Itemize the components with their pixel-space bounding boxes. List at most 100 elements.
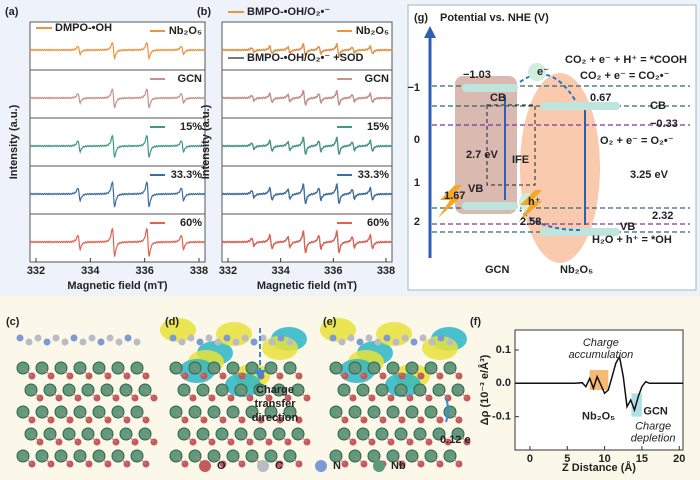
atom-c: [61, 338, 69, 346]
bond: [106, 433, 117, 443]
axis-arrow: [424, 26, 436, 38]
bond: [373, 367, 384, 377]
bond: [354, 367, 365, 377]
label: Charge: [583, 337, 619, 349]
spectrum-frame: [29, 117, 206, 167]
bond: [270, 455, 281, 465]
x-tick-label: 0: [527, 453, 533, 465]
spectrum-frame: [221, 69, 393, 119]
bond: [449, 455, 460, 465]
bond: [392, 455, 403, 465]
x-axis-title: Magnetic field (mT): [257, 280, 358, 292]
spectrum: [221, 42, 393, 57]
bond: [79, 411, 90, 421]
arrow-head: [254, 370, 266, 380]
spectrum-frame: [29, 165, 206, 215]
bond: [392, 411, 403, 421]
bond: [175, 411, 186, 421]
y-tick-label: 0: [414, 134, 420, 146]
bond: [411, 411, 422, 421]
bond: [270, 367, 281, 377]
label: GCN: [643, 406, 668, 418]
x-tick-label: 5: [564, 453, 570, 465]
trace-label: 60%: [180, 217, 202, 229]
atom-c: [401, 334, 409, 342]
bond: [213, 411, 224, 421]
spectrum-frame: [29, 21, 206, 71]
atom-c: [187, 334, 195, 342]
atom-c: [410, 338, 418, 346]
atom-c: [214, 338, 222, 346]
bond: [49, 389, 60, 399]
bond: [22, 411, 33, 421]
bond: [117, 411, 128, 421]
bond: [240, 433, 251, 443]
ife-box: [486, 104, 536, 186]
legend-text: BMPO-•OH/O₂•⁻: [247, 6, 330, 18]
atom-c: [437, 334, 445, 342]
bond: [373, 411, 384, 421]
gcn-cb-band: [462, 84, 518, 92]
atom-c: [16, 334, 24, 342]
label: (e): [323, 316, 337, 328]
bond: [278, 433, 289, 443]
x-tick-label: 334: [81, 265, 100, 277]
atom-c: [223, 334, 231, 342]
atom-c: [115, 338, 123, 346]
reaction: CO₂ + e⁻ + H⁺ = *COOH: [565, 54, 687, 66]
axis-title: Potential vs. NHE (V): [440, 12, 549, 24]
legend-atom: [315, 460, 327, 472]
label: depletion: [631, 433, 676, 445]
bond: [270, 411, 281, 421]
label: 0.12 e: [440, 434, 471, 446]
structures: [16, 318, 471, 468]
bond: [289, 455, 300, 465]
label: CB: [650, 100, 666, 112]
bond: [60, 455, 71, 465]
legend-text: N: [333, 460, 341, 472]
label: (c): [6, 316, 20, 328]
label: VB: [620, 221, 635, 233]
bond: [297, 433, 308, 443]
y-tick-label: -0.1: [492, 411, 511, 423]
spectrum-frame: [221, 21, 393, 71]
bond: [430, 367, 441, 377]
spectrum-frame: [221, 117, 393, 167]
hole-path: [519, 209, 581, 231]
spectrum: [29, 88, 206, 109]
atom-c: [124, 334, 132, 342]
label: IFE: [512, 154, 529, 166]
label: −1.03: [463, 69, 491, 81]
arrow-text: Charge: [256, 384, 294, 396]
bond: [400, 433, 411, 443]
density-blob: [160, 318, 196, 342]
x-tick-label: 336: [324, 265, 342, 277]
spectrum: [221, 182, 393, 205]
spectrum: [29, 180, 206, 208]
trace-label: 15%: [367, 121, 389, 133]
trace-label: GCN: [178, 73, 203, 85]
atom-c: [196, 338, 204, 346]
label: (d): [165, 316, 179, 328]
trace-label: 15%: [180, 121, 202, 133]
x-tick-label: 10: [598, 453, 610, 465]
atom-c: [347, 334, 355, 342]
bond: [297, 389, 308, 399]
bond: [22, 367, 33, 377]
spectrum: [221, 89, 393, 106]
arrow-text: direction: [252, 412, 299, 424]
bond: [22, 455, 33, 465]
nb-vb-band: [540, 228, 620, 236]
density-line: [515, 354, 683, 413]
bond: [194, 411, 205, 421]
label: 2.58: [520, 216, 541, 228]
atom-c: [52, 334, 60, 342]
x-tick-label: 332: [27, 265, 45, 277]
legend-text: C: [275, 460, 283, 472]
y-tick-label: 0.1: [496, 344, 511, 356]
bond: [343, 433, 354, 443]
atom-c: [446, 338, 454, 346]
x-tick-label: 338: [190, 265, 208, 277]
atom-c: [232, 338, 240, 346]
atom-c: [205, 334, 213, 342]
